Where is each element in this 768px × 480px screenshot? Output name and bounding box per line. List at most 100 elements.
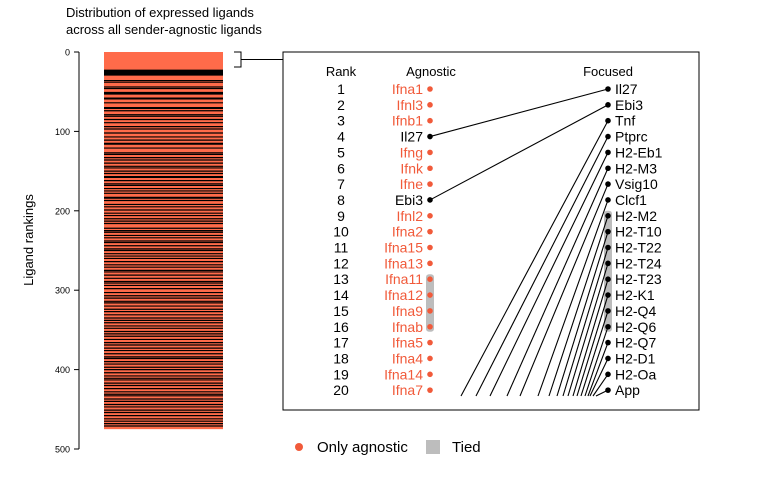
legend-tied-label: Tied: [452, 439, 481, 456]
rank-label: 18: [333, 350, 349, 366]
focused-ligand-label: H2-T23: [615, 271, 662, 287]
rank-label: 15: [333, 303, 349, 319]
focused-ligand-label: H2-K1: [615, 287, 655, 303]
agnostic-ligand-label: Ifne: [400, 176, 424, 192]
rank-links: [429, 88, 609, 397]
rank-link: [548, 215, 609, 397]
focused-dot: [605, 213, 611, 219]
rank-link: [584, 326, 609, 397]
focused-dot: [605, 165, 611, 172]
focused-ligand-label: App: [615, 382, 640, 398]
focused-ligand-label: H2-Eb1: [615, 144, 663, 160]
agnostic-header: Agnostic: [406, 64, 456, 79]
agnostic-ligand-label: Ifna13: [384, 255, 423, 271]
focused-dots: [605, 86, 611, 393]
focused-dot: [605, 323, 611, 330]
focused-ligand-label: H2-Q7: [615, 335, 656, 351]
rank-label: 7: [337, 176, 345, 192]
rank-label: 1: [337, 81, 345, 97]
rank-label: 11: [334, 240, 349, 256]
rank-label: 9: [337, 208, 345, 224]
rank-link: [506, 168, 609, 397]
agnostic-ligand-label: Ifnab: [392, 319, 423, 335]
agnostic-dots: [427, 86, 433, 393]
focused-ligand-label: Vsig10: [615, 176, 658, 192]
rank-label: 3: [337, 113, 345, 129]
y-axis-label: Ligand rankings: [21, 194, 36, 286]
focused-ligand-label: H2-T10: [615, 224, 662, 240]
agnostic-dot: [427, 339, 433, 346]
agnostic-ligand-label: Ifna5: [392, 335, 423, 351]
agnostic-dot: [427, 165, 433, 172]
y-tick-label: 400: [55, 365, 70, 375]
agnostic-ligand-label: Ifnl3: [397, 97, 424, 113]
rank-link: [576, 294, 609, 397]
agnostic-dot: [427, 355, 433, 362]
focused-header: Focused: [583, 64, 633, 79]
rank-label: 10: [333, 224, 349, 240]
expressed-ligand-stripes: [104, 69, 223, 427]
agnostic-dot: [427, 102, 433, 108]
agnostic-ligand-label: Ifna14: [384, 366, 423, 382]
focused-ligand-label: Il27: [615, 81, 638, 97]
rank-link: [429, 104, 609, 201]
agnostic-ligand-label: Ifna4: [392, 350, 423, 366]
agnostic-ligand-label: Ifna1: [392, 81, 423, 97]
rank-link: [475, 136, 609, 397]
focused-dot: [605, 308, 611, 314]
agnostic-dot: [427, 387, 433, 393]
chart-title: Distribution of expressed ligands across …: [66, 5, 262, 37]
focused-dot: [605, 355, 611, 362]
focused-ligand-label: Ptprc: [615, 129, 648, 145]
agnostic-ligand-label: Ifna2: [392, 224, 423, 240]
focused-dot: [605, 371, 611, 378]
rank-header: Rank: [326, 64, 357, 79]
legend-only-agnostic-dot: [295, 443, 303, 451]
agnostic-dot: [427, 323, 433, 330]
rank-link: [567, 263, 609, 397]
y-tick-label: 200: [55, 206, 70, 216]
agnostic-tied-bar: [426, 274, 434, 332]
agnostic-dot: [427, 86, 433, 92]
agnostic-ligand-label: Ifna12: [384, 287, 423, 303]
rank-link: [592, 373, 609, 397]
rank-label: 13: [333, 271, 349, 287]
focused-dot: [605, 228, 611, 235]
agnostic-dot: [427, 117, 433, 124]
focused-dot: [605, 276, 611, 283]
agnostic-ligand-label: Ifna15: [384, 240, 423, 256]
focused-ligand-label: Tnf: [615, 113, 635, 129]
focused-ligand-label: H2-T24: [615, 255, 662, 271]
top20-comparison-panel: Rank Agnostic Focused 123456789101112131…: [282, 51, 700, 411]
focused-dot: [605, 86, 611, 92]
zoom-bracket: [234, 51, 283, 68]
y-axis-ticks: 0 100 200 300 400 500: [55, 48, 79, 455]
focused-ligand-labels: Il27Ebi3TnfPtprcH2-Eb1H2-M3Vsig10Clcf1H2…: [615, 81, 663, 398]
rank-label: 4: [337, 129, 345, 145]
agnostic-dot: [427, 292, 433, 298]
y-tick-label: 500: [55, 445, 70, 455]
focused-dot: [605, 260, 611, 267]
agnostic-dot: [427, 197, 433, 203]
rank-link: [587, 342, 609, 397]
focused-dot: [605, 149, 611, 156]
rank-link: [580, 310, 609, 397]
y-tick-label: 300: [55, 286, 70, 296]
focused-ligand-label: Ebi3: [615, 97, 643, 113]
focused-ligand-label: H2-Oa: [615, 366, 656, 382]
focused-dot: [605, 102, 611, 108]
ranking-distribution-panel: 0 100 200 300 400 500 Ligand rankings: [21, 48, 283, 455]
focused-dot: [605, 292, 611, 298]
focused-ligand-label: H2-M2: [615, 208, 657, 224]
rank-label: 16: [333, 319, 349, 335]
agnostic-ligand-label: Ifna7: [392, 382, 423, 398]
title-line: across all sender-agnostic ligands: [66, 22, 262, 37]
focused-ligand-label: H2-T22: [615, 240, 662, 256]
rank-link: [589, 358, 609, 397]
agnostic-dot: [427, 260, 433, 267]
y-tick-label: 100: [55, 127, 70, 137]
agnostic-ligand-labels: Ifna1Ifnl3Ifnb1Il27IfngIfnkIfneEbi3Ifnl2…: [384, 81, 424, 398]
agnostic-dot: [427, 133, 433, 140]
